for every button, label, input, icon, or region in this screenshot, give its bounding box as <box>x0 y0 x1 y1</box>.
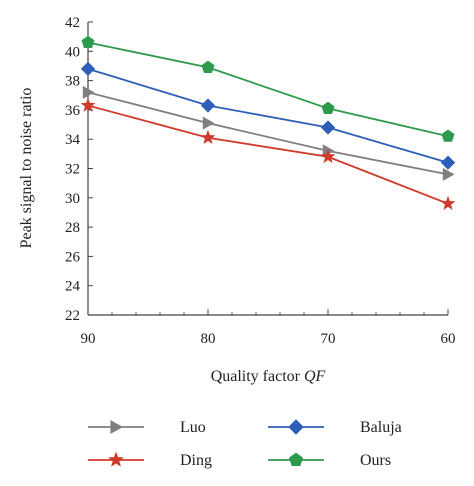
legend-marker-baluja <box>288 419 304 435</box>
y-tick-label: 30 <box>65 191 80 207</box>
data-point-ding <box>200 129 216 145</box>
data-point-baluja <box>320 120 336 135</box>
data-point-ours <box>441 129 455 142</box>
y-tick-label: 26 <box>65 249 81 265</box>
legend-marker-luo <box>110 420 123 434</box>
x-axis-title-text: Quality factor <box>211 368 301 385</box>
x-tick-label: 80 <box>201 331 216 347</box>
y-tick-label: 42 <box>65 15 80 31</box>
data-point-luo <box>202 116 215 130</box>
x-tick-label: 70 <box>321 331 336 347</box>
legend-label: Baluja <box>360 419 402 436</box>
x-axis-title-italic: QF <box>304 368 326 385</box>
axes: 22 24 26 28 30 32 34 36 38 40 42 90 80 70 60 <box>65 15 456 347</box>
y-tick-label: 24 <box>65 279 81 295</box>
legend-item-luo: Luo <box>88 419 206 436</box>
y-tick-label: 40 <box>65 44 80 60</box>
legend-label: Luo <box>180 419 206 436</box>
series-line-baluja <box>87 68 449 164</box>
y-tick-label: 32 <box>65 162 80 178</box>
data-point-ours <box>81 35 95 49</box>
data-point-luo <box>442 167 455 181</box>
y-axis-title: Peak signal to noise ratio <box>18 88 35 249</box>
series-ours <box>81 35 455 142</box>
legend-marker-ours <box>289 452 303 466</box>
data-point-ours <box>201 60 215 73</box>
y-tick-label: 28 <box>65 220 80 236</box>
x-axis-title: Quality factor QF <box>211 368 326 385</box>
data-point-ding <box>320 148 336 164</box>
legend-item-ours: Ours <box>268 452 391 469</box>
series-line-luo <box>87 91 449 176</box>
y-tick-label: 22 <box>65 308 80 324</box>
series-line-ding <box>87 104 449 205</box>
data-point-baluja <box>200 98 216 113</box>
data-point-luo <box>82 85 95 99</box>
series-line-ours <box>87 41 449 138</box>
y-tick-label: 36 <box>65 103 81 119</box>
x-tick-label: 90 <box>81 331 96 347</box>
legend: Luo Baluja Ding Ours <box>88 419 402 469</box>
legend-item-baluja: Baluja <box>268 419 402 436</box>
y-tick-label: 34 <box>65 132 81 148</box>
legend-label: Ding <box>180 452 212 469</box>
x-tick-label: 60 <box>441 331 456 347</box>
legend-marker-ding <box>108 451 124 467</box>
data-point-baluja <box>80 61 96 77</box>
series-ding <box>80 97 456 210</box>
legend-label: Ours <box>360 452 391 469</box>
data-point-baluja <box>440 155 456 170</box>
data-point-ours <box>321 101 335 114</box>
data-point-ding <box>80 97 96 112</box>
data-point-ding <box>440 195 456 210</box>
series-baluja <box>80 61 456 170</box>
y-tick-label: 38 <box>65 74 80 90</box>
series-layer <box>80 35 456 210</box>
series-luo <box>82 85 455 181</box>
legend-item-ding: Ding <box>88 451 212 469</box>
